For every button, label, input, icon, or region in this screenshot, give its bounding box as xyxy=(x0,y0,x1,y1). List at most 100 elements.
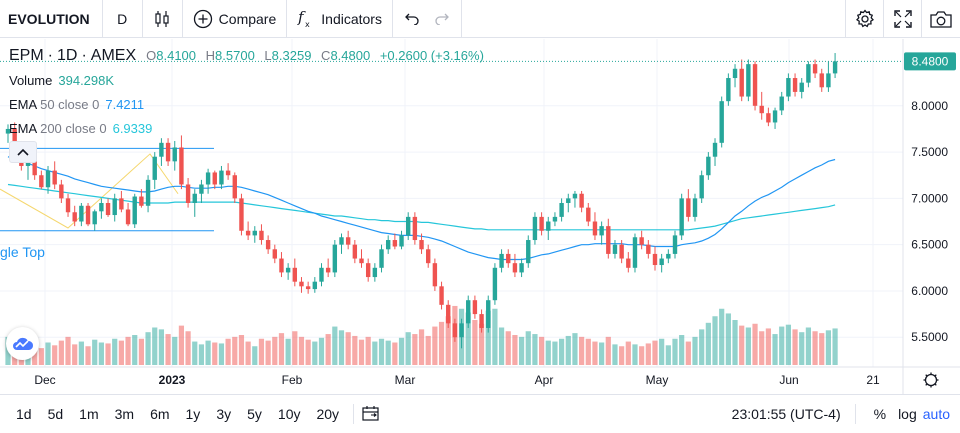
volume-bar xyxy=(512,335,518,365)
candle-body xyxy=(79,205,84,222)
candle-body xyxy=(719,101,724,143)
auto-toggle[interactable]: auto xyxy=(922,406,950,422)
settings-button[interactable] xyxy=(846,0,884,37)
chart-style-button[interactable] xyxy=(143,0,183,37)
candle-body xyxy=(806,64,811,83)
volume-bar xyxy=(725,313,731,365)
log-toggle[interactable]: log xyxy=(898,406,917,422)
price-tick-label: 8.0000 xyxy=(911,99,948,113)
legend-exchange: AMEX xyxy=(90,47,137,64)
interval-selector[interactable]: D xyxy=(103,0,143,37)
volume-bar xyxy=(465,312,471,365)
candle-body xyxy=(179,147,184,185)
candle-body xyxy=(105,203,111,216)
candle-body xyxy=(52,170,57,185)
candle-body xyxy=(25,161,31,166)
volume-bar xyxy=(612,344,618,365)
compare-button[interactable]: Compare xyxy=(183,0,288,37)
timezone-clock[interactable]: 23:01:55 (UTC-4) xyxy=(732,404,856,424)
candle-body xyxy=(245,230,251,236)
candle-body xyxy=(519,263,524,273)
indicators-button[interactable]: f x Indicators xyxy=(287,0,393,37)
range-1m[interactable]: 1m xyxy=(79,406,99,422)
ema200-label: EMA xyxy=(9,121,37,136)
candle-body xyxy=(472,300,478,315)
candle-body xyxy=(419,240,424,250)
candle-body xyxy=(712,142,718,157)
volume-bar xyxy=(225,338,231,365)
volume-bar xyxy=(592,341,598,365)
volume-bar xyxy=(418,329,425,365)
candle-body xyxy=(492,267,498,301)
candle-body xyxy=(572,193,578,199)
volume-bar xyxy=(685,341,691,365)
candle-body xyxy=(799,82,804,92)
candle-body xyxy=(432,263,438,287)
fullscreen-button[interactable] xyxy=(884,0,922,37)
candle-body xyxy=(406,216,411,236)
ema50-legend[interactable]: EMA 50 close 0 7.4211 xyxy=(9,97,484,113)
price-tick-label: 7.5000 xyxy=(911,145,948,159)
volume-bar xyxy=(552,341,558,365)
range-3y[interactable]: 3y xyxy=(216,406,232,422)
volume-bar xyxy=(632,344,638,365)
volume-bar xyxy=(245,341,251,365)
volume-bar xyxy=(145,332,151,365)
time-tick-label: May xyxy=(646,373,669,387)
volume-bar xyxy=(445,316,451,365)
range-20y[interactable]: 20y xyxy=(316,406,340,422)
volume-legend[interactable]: Volume 394.298K xyxy=(9,73,484,89)
volume-bar xyxy=(332,326,338,365)
legend-collapse-button[interactable] xyxy=(9,141,37,163)
volume-bar xyxy=(292,331,298,365)
range-1y[interactable]: 1y xyxy=(185,406,201,422)
time-tick-label: Mar xyxy=(395,373,416,387)
open-value: 8.4100 xyxy=(156,48,197,63)
snapshot-button[interactable] xyxy=(922,0,960,37)
volume-bar xyxy=(792,329,798,365)
goto-date-button[interactable] xyxy=(362,405,380,424)
candle-body xyxy=(159,142,164,157)
candle-body xyxy=(292,267,298,282)
candle-body xyxy=(726,78,731,102)
volume-bar xyxy=(365,336,371,365)
volume-bar xyxy=(232,336,238,365)
candle-body xyxy=(205,172,211,185)
candle-body xyxy=(192,193,197,203)
volume-bar xyxy=(218,343,225,365)
range-5y[interactable]: 5y xyxy=(247,406,262,422)
range-3m[interactable]: 3m xyxy=(114,406,135,422)
volume-bar xyxy=(412,334,418,365)
volume-bar xyxy=(132,335,138,365)
range-10y[interactable]: 10y xyxy=(277,406,301,422)
ema200-legend[interactable]: EMA 200 close 0 6.9339 xyxy=(9,121,484,137)
axis-settings-icon[interactable] xyxy=(923,372,939,388)
volume-bar xyxy=(779,326,785,365)
volume-bar xyxy=(518,336,525,365)
percent-toggle[interactable]: % xyxy=(873,406,887,422)
volume-bar xyxy=(525,331,531,365)
range-1d[interactable]: 1d xyxy=(16,406,32,422)
candle-body xyxy=(385,240,391,250)
ema200-value: 6.9339 xyxy=(112,121,153,136)
candle-body xyxy=(32,161,37,176)
candle-body xyxy=(5,128,11,134)
candle-body xyxy=(672,235,678,254)
candle-body xyxy=(626,258,631,268)
range-5d[interactable]: 5d xyxy=(47,406,64,422)
volume-bar xyxy=(392,342,398,365)
time-tick-label: 21 xyxy=(866,373,880,387)
volume-bar xyxy=(312,341,318,365)
tradingview-logo[interactable] xyxy=(6,327,39,360)
candle-body xyxy=(252,230,257,236)
candle-body xyxy=(592,221,598,236)
fx-icon: f x xyxy=(297,9,310,29)
volume-bar xyxy=(398,337,405,365)
range-6m[interactable]: 6m xyxy=(150,406,170,422)
undo-icon[interactable] xyxy=(405,13,419,25)
candle-body xyxy=(526,240,531,264)
volume-bar xyxy=(579,336,585,365)
symbol-search[interactable]: EVOLUTION xyxy=(0,0,103,37)
candle-body xyxy=(392,240,398,247)
redo-icon[interactable] xyxy=(435,13,449,25)
